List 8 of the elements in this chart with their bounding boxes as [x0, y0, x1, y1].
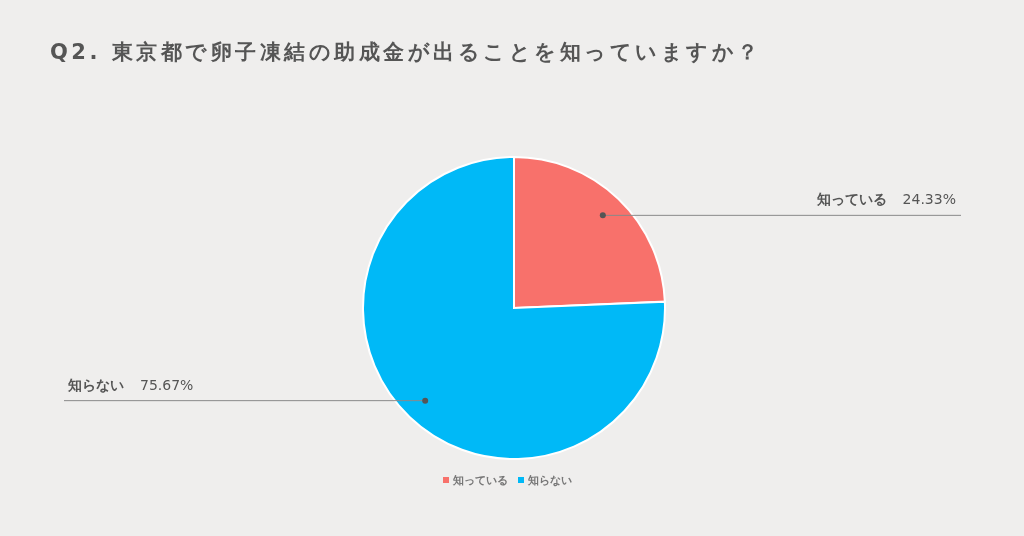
data-label: 75.67% [140, 376, 194, 393]
slice-label: 知らない [67, 376, 124, 393]
legend-label: 知らない [527, 474, 572, 487]
chart-title: Q2. 東京都で卵子凍結の助成金が出ることを知っていますか？ [50, 39, 762, 66]
legend-label: 知っている [452, 474, 508, 487]
category-label: 知っている [816, 191, 887, 208]
data-label: 24.33% [902, 191, 956, 208]
pie-slice [362, 156, 666, 460]
